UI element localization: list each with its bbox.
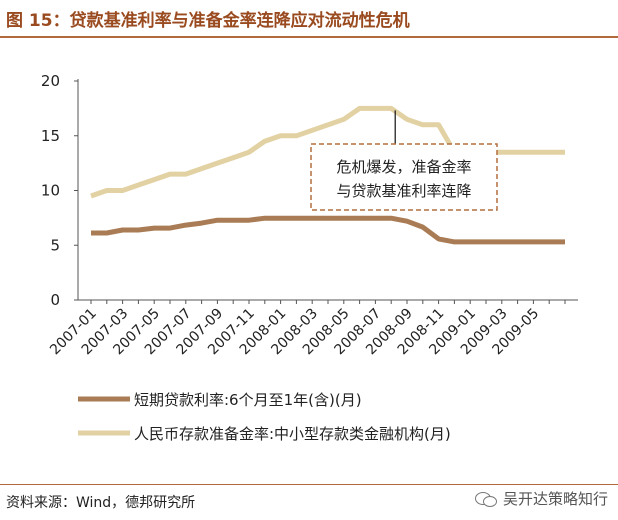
wechat-icon bbox=[474, 490, 497, 508]
annotation-box bbox=[310, 143, 498, 211]
title-divider bbox=[0, 36, 618, 38]
annotation-line-2: 与贷款基准利率连降 bbox=[336, 182, 471, 200]
line-chart: 051015202007-012007-032007-052007-072007… bbox=[41, 72, 578, 443]
figure-title: 图 15：贷款基准利率与准备金率连降应对流动性危机 bbox=[6, 11, 410, 31]
y-tick-label: 20 bbox=[41, 72, 60, 90]
series-line-loan-rate bbox=[91, 215, 565, 245]
title-bar: 图 15：贷款基准利率与准备金率连降应对流动性危机 bbox=[0, 0, 618, 36]
y-tick-label: 0 bbox=[50, 291, 60, 309]
watermark-text: 吴开达策略知行 bbox=[502, 490, 608, 508]
y-tick-label: 5 bbox=[50, 236, 60, 254]
source-note: 资料来源：Wind，德邦研究所 bbox=[6, 495, 196, 511]
annotation-line-1: 危机爆发，准备金率 bbox=[336, 158, 471, 176]
y-tick-label: 15 bbox=[41, 127, 60, 145]
source-divider bbox=[0, 484, 618, 485]
watermark: 吴开达策略知行 bbox=[474, 488, 608, 509]
y-tick-label: 10 bbox=[41, 182, 60, 200]
legend-label-loan-rate: 短期贷款利率:6个月至1年(含)(月) bbox=[134, 391, 362, 409]
legend-label-reserve-ratio: 人民币存款准备金率:中小型存款类金融机构(月) bbox=[134, 425, 451, 443]
